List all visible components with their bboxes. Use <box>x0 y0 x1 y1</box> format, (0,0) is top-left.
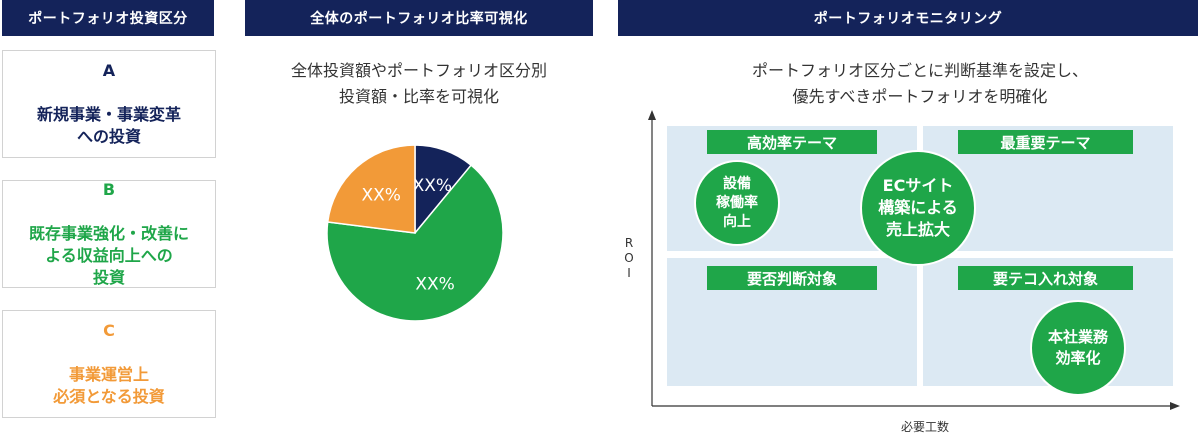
quadrant-label-high-efficiency: 高効率テーマ <box>707 130 877 154</box>
header-portfolio-monitoring-label: ポートフォリオモニタリング <box>813 11 1003 27</box>
category-b-content: B 既存事業強化・改善に よる収益向上への 投資 <box>29 157 189 311</box>
category-c-box: C 事業運営上 必須となる投資 <box>2 310 216 418</box>
category-b-label: 既存事業強化・改善に よる収益向上への 投資 <box>28 224 189 287</box>
y-axis-arrow-icon <box>648 110 656 120</box>
quadrant-label-needs-decision: 要否判断対象 <box>707 266 877 290</box>
category-c-content: C 事業運営上 必須となる投資 <box>53 298 165 430</box>
category-a-letter: A <box>102 61 116 80</box>
category-c-label: 事業運営上 必須となる投資 <box>53 365 165 406</box>
header-portfolio-monitoring: ポートフォリオモニタリング <box>618 0 1198 36</box>
circle-facility-utilization: 設備 稼働率 向上 <box>694 160 780 246</box>
category-a-content: A 新規事業・事業変革 への投資 <box>37 38 181 170</box>
pie-label-a: XX% <box>413 176 452 196</box>
category-a-label: 新規事業・事業変革 への投資 <box>36 105 181 146</box>
pie-caption: 全体投資額やポートフォリオ区分別 投資額・比率を可視化 <box>290 61 547 106</box>
pie-slice-c <box>326 144 416 234</box>
quadrant-label-needs-boost: 要テコ入れ対象 <box>958 266 1133 290</box>
pie-label-b: XX% <box>415 275 454 295</box>
category-a-box: A 新規事業・事業変革 への投資 <box>2 50 216 158</box>
pie-label-c: XX% <box>362 186 401 206</box>
category-b-letter: B <box>102 180 116 199</box>
x-axis-label: 必要工数 <box>900 420 949 434</box>
monitoring-caption: ポートフォリオ区分ごとに判断基準を設定し、 優先すべきポートフォリオを明確化 <box>751 61 1088 106</box>
header-portfolio-categories-label: ポートフォリオ投資区分 <box>28 11 188 27</box>
pie-slice-b <box>326 164 504 322</box>
circle-ec-site-sales: ECサイト 構築による 売上拡大 <box>860 150 976 266</box>
category-b-box: B 既存事業強化・改善に よる収益向上への 投資 <box>2 180 216 288</box>
header-portfolio-overview-label: 全体のポートフォリオ比率可視化 <box>310 11 528 27</box>
y-axis-label: R O I <box>624 236 634 280</box>
x-axis-arrow-icon <box>1170 402 1180 410</box>
category-c-letter: C <box>103 321 115 340</box>
circle-head-office-efficiency: 本社業務 効率化 <box>1030 300 1126 396</box>
header-portfolio-overview: 全体のポートフォリオ比率可視化 <box>245 0 593 36</box>
header-portfolio-categories: ポートフォリオ投資区分 <box>2 0 214 36</box>
portfolio-pie-chart: XX% XX% XX% <box>326 144 504 322</box>
quadrant-label-most-important: 最重要テーマ <box>958 130 1133 154</box>
